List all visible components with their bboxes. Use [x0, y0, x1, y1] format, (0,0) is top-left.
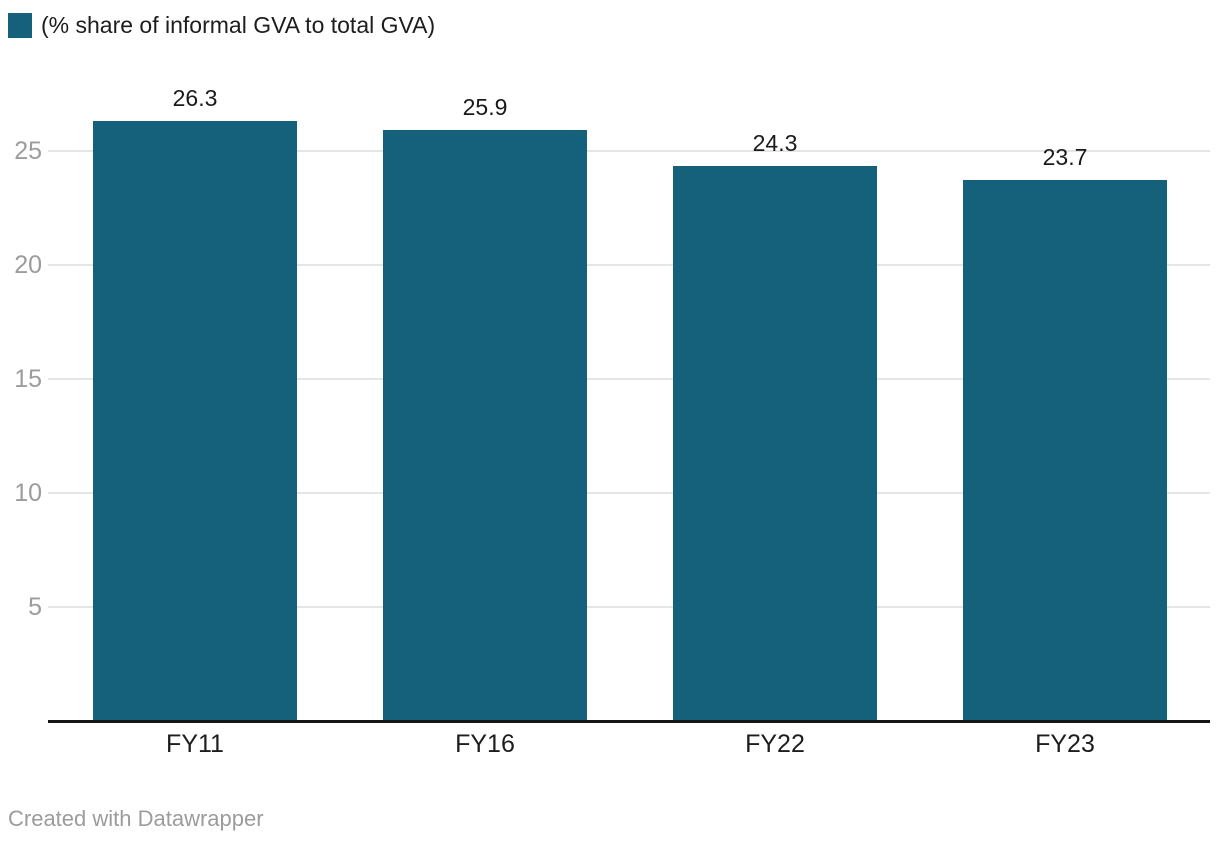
- gridline-y: [48, 263, 1210, 266]
- gridline-y: [48, 491, 1210, 494]
- attribution-text: Created with Datawrapper: [8, 806, 264, 831]
- bar-value-label: 26.3: [172, 84, 218, 111]
- x-axis-category-label: FY16: [455, 730, 515, 758]
- bar-fy11[interactable]: [93, 120, 297, 722]
- gridline-y: [48, 605, 1210, 608]
- y-axis-tick-label: 10: [14, 478, 42, 507]
- x-axis-category-label: FY11: [166, 730, 224, 758]
- bar-fy16[interactable]: [383, 129, 587, 722]
- gridline-y: [48, 149, 1210, 152]
- bar-value-label: 25.9: [462, 93, 508, 120]
- bar-value-label: 24.3: [752, 130, 798, 157]
- x-axis-line: [48, 720, 1210, 723]
- y-axis-tick-label: 15: [14, 364, 42, 393]
- x-axis-category-label: FY23: [1035, 730, 1095, 758]
- legend: (% share of informal GVA to total GVA): [8, 13, 435, 38]
- bar-fy23[interactable]: [963, 180, 1167, 722]
- legend-label: (% share of informal GVA to total GVA): [41, 12, 436, 38]
- x-axis-category-label: FY22: [745, 730, 805, 758]
- y-axis-tick-label: 5: [28, 592, 42, 621]
- bar-value-label: 23.7: [1042, 144, 1088, 171]
- bar-fy22[interactable]: [673, 166, 877, 722]
- y-axis-tick-label: 25: [14, 136, 42, 165]
- legend-swatch-icon: [8, 13, 32, 38]
- attribution-line: Created with Datawrapper: [8, 805, 264, 833]
- y-axis-tick-label: 20: [14, 250, 42, 279]
- gridline-y: [48, 377, 1210, 380]
